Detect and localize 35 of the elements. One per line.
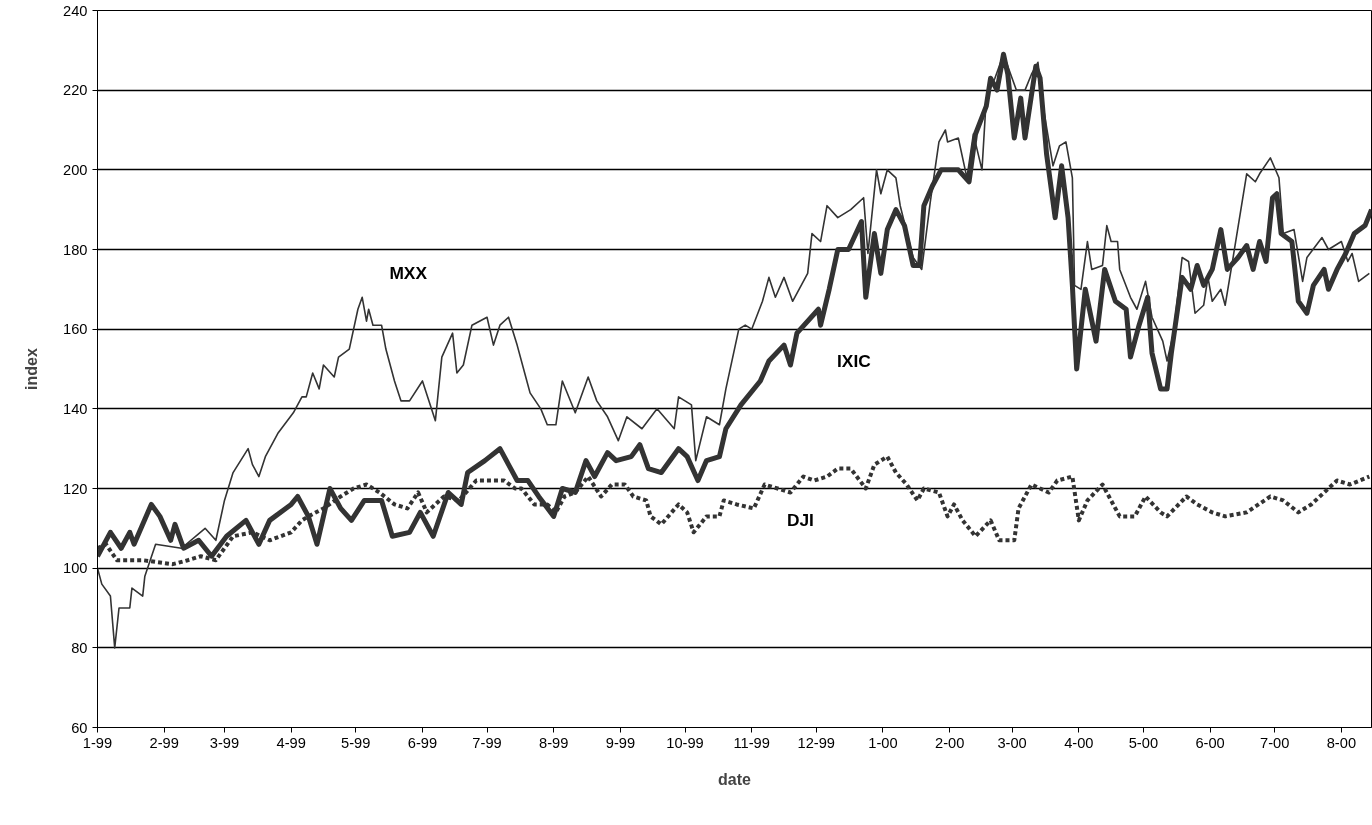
x-tick-label: 5-00: [1128, 734, 1159, 751]
x-tick-label: 4-99: [276, 734, 306, 751]
x-tick-label: 3-99: [209, 734, 240, 751]
y-tick-label: 160: [63, 321, 88, 338]
series-label: DJI: [786, 509, 814, 530]
y-tick-label: 120: [63, 480, 88, 497]
x-tick-label: 8-00: [1326, 734, 1357, 751]
x-tick-label: 6-99: [407, 734, 438, 751]
x-tick-label: 11-99: [733, 734, 770, 751]
x-tick-label: 2-99: [149, 734, 179, 751]
y-tick-label: 240: [63, 2, 88, 19]
x-tick-label: 4-00: [1064, 734, 1094, 751]
x-tick-label: 1-99: [82, 734, 113, 751]
y-tick-label: 220: [63, 82, 88, 99]
y-tick-label: 100: [63, 560, 88, 577]
series-label: IXIC: [837, 351, 872, 372]
series-label: MXX: [389, 263, 428, 284]
x-tick-label: 7-99: [472, 734, 502, 751]
x-tick-label: 10-99: [666, 734, 704, 751]
x-axis-title: date: [718, 770, 752, 788]
y-tick-label: 140: [63, 400, 88, 417]
x-tick-label: 9-99: [605, 734, 636, 751]
x-tick-label: 5-99: [341, 734, 371, 751]
x-tick-label: 2-00: [935, 734, 965, 751]
x-tick-label: 1-00: [868, 734, 898, 751]
y-tick-label: 60: [71, 719, 88, 736]
y-axis-title: index: [23, 348, 41, 390]
y-tick-label: 200: [63, 161, 88, 178]
x-tick-label: 8-99: [539, 734, 569, 751]
x-tick-label: 7-00: [1259, 734, 1290, 751]
y-tick-label: 80: [71, 639, 88, 656]
x-tick-label: 6-00: [1195, 734, 1225, 751]
x-tick-label: 12-99: [797, 734, 836, 751]
y-tick-label: 180: [63, 241, 88, 258]
x-tick-label: 3-00: [997, 734, 1027, 751]
